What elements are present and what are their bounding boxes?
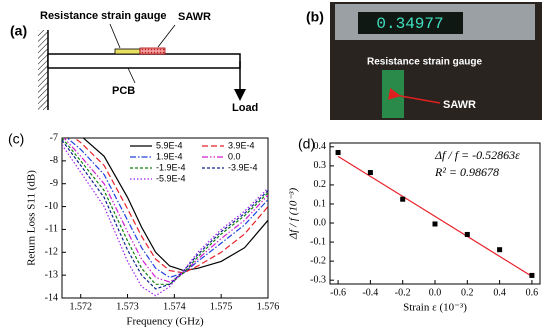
sawr-label: SAWR (443, 99, 476, 111)
legend-label: 5.9E-4 (156, 140, 183, 150)
legend-label: 0.0 (228, 151, 241, 161)
diagram: (a) Resistance strain gauge SAWR PCB Loa… (10, 10, 258, 114)
x-tick-label: 0.4 (493, 287, 506, 298)
photo: (b) 0.34977 Resistance strain gauge SAWR (306, 2, 542, 120)
strain-gauge (114, 48, 141, 55)
y-tick-label: 0.4 (314, 141, 327, 152)
meter-display (358, 12, 463, 34)
x-tick-label: 1.573 (116, 301, 139, 312)
panel-label: (c) (8, 131, 24, 147)
legend-label: 3.9E-4 (228, 140, 255, 150)
annotation: Δf / f = -0.52863ε (434, 148, 520, 162)
y-tick-label: 0.1 (314, 198, 327, 209)
panel-label: (a) (10, 23, 27, 39)
point (432, 221, 438, 227)
annotation: R² = 0.98678 (434, 165, 499, 179)
x-axis-label: Frequency (GHz) (126, 316, 204, 328)
beam (47, 53, 241, 69)
series-line (66, 138, 268, 279)
legend-label: -1.9E-4 (156, 162, 186, 172)
point (464, 231, 470, 237)
pcb-label: PCB (112, 85, 135, 97)
point (367, 170, 373, 176)
x-tick-label: -0.4 (362, 287, 378, 298)
x-tick-label: 0.2 (461, 287, 474, 298)
y-tick-label: -10 (45, 201, 58, 212)
y-axis-label: Δf / f (10⁻³) (288, 188, 300, 241)
gauge-label: Resistance strain gauge (367, 57, 482, 68)
x-axis-label: Strain ε (10⁻³) (403, 302, 467, 314)
panel-label: (d) (298, 136, 315, 152)
y-axis-label: Return Loss S11 (dB) (26, 170, 38, 266)
leader (157, 24, 176, 48)
x-tick-label: 0.6 (526, 287, 539, 298)
sawr-label: SAWR (178, 11, 211, 23)
point (335, 150, 341, 156)
series-line (62, 139, 268, 290)
x-tick-label: -0.2 (395, 287, 411, 298)
charts: (c) 1.572 1.573 1.574 1.575 1.576 -14 -13 -12 -11… (8, 131, 541, 328)
series-line (62, 144, 268, 297)
legend-label: -3.9E-4 (228, 162, 258, 172)
y-tick-label: 0.2 (314, 179, 327, 190)
x-tick-label: 1.572 (69, 301, 92, 312)
y-tick-label: 0.0 (314, 217, 327, 228)
panel-label: (b) (306, 9, 324, 25)
display-reading: 0.34977 (376, 15, 443, 33)
gauge-label: Resistance strain gauge (40, 10, 167, 22)
series-line (73, 138, 268, 274)
y-tick-label: -9 (50, 178, 58, 189)
sawr-arrow (388, 88, 441, 104)
wall (38, 30, 48, 110)
point (529, 272, 535, 278)
x-tick-label: 1.574 (163, 301, 186, 312)
x-tick-label: 1.575 (210, 301, 233, 312)
plot-frame (61, 137, 269, 299)
fit-line (337, 155, 533, 277)
chart: (c) 1.572 1.573 1.574 1.575 1.576 -14 -13 -12 -11… (8, 131, 280, 328)
y-tick-label: -12 (45, 247, 58, 258)
y-tick-label: 0.3 (314, 160, 327, 171)
y-tick-label: -0.3 (310, 274, 326, 285)
x-tick-label: -0.6 (330, 287, 346, 298)
legend-label: 1.9E-4 (156, 151, 183, 161)
x-tick-label: 1.576 (257, 301, 280, 312)
chart: (d) -0.6 -0.4 -0.2 0.0 0.2 0.4 0.6 -0.3 -0.2 -0.1 0… (288, 136, 541, 314)
sawr (139, 47, 166, 55)
y-tick-label: -8 (50, 155, 58, 166)
pcb-photo (382, 70, 404, 118)
y-tick-label: -11 (45, 224, 58, 235)
point (400, 196, 406, 202)
series-line (62, 138, 268, 285)
legend-label: -5.9E-4 (156, 173, 186, 183)
series-line (63, 138, 268, 283)
y-tick-label: -14 (45, 292, 58, 303)
series-line (82, 138, 268, 272)
y-tick-label: -0.1 (310, 236, 326, 247)
leader (127, 67, 136, 84)
point (497, 247, 503, 253)
y-tick-label: -7 (50, 132, 58, 143)
y-tick-label: -13 (45, 269, 58, 280)
y-tick-label: -0.2 (310, 255, 326, 266)
load-label: Load (232, 102, 258, 114)
leader (109, 23, 121, 49)
x-tick-label: 0.0 (429, 287, 442, 298)
